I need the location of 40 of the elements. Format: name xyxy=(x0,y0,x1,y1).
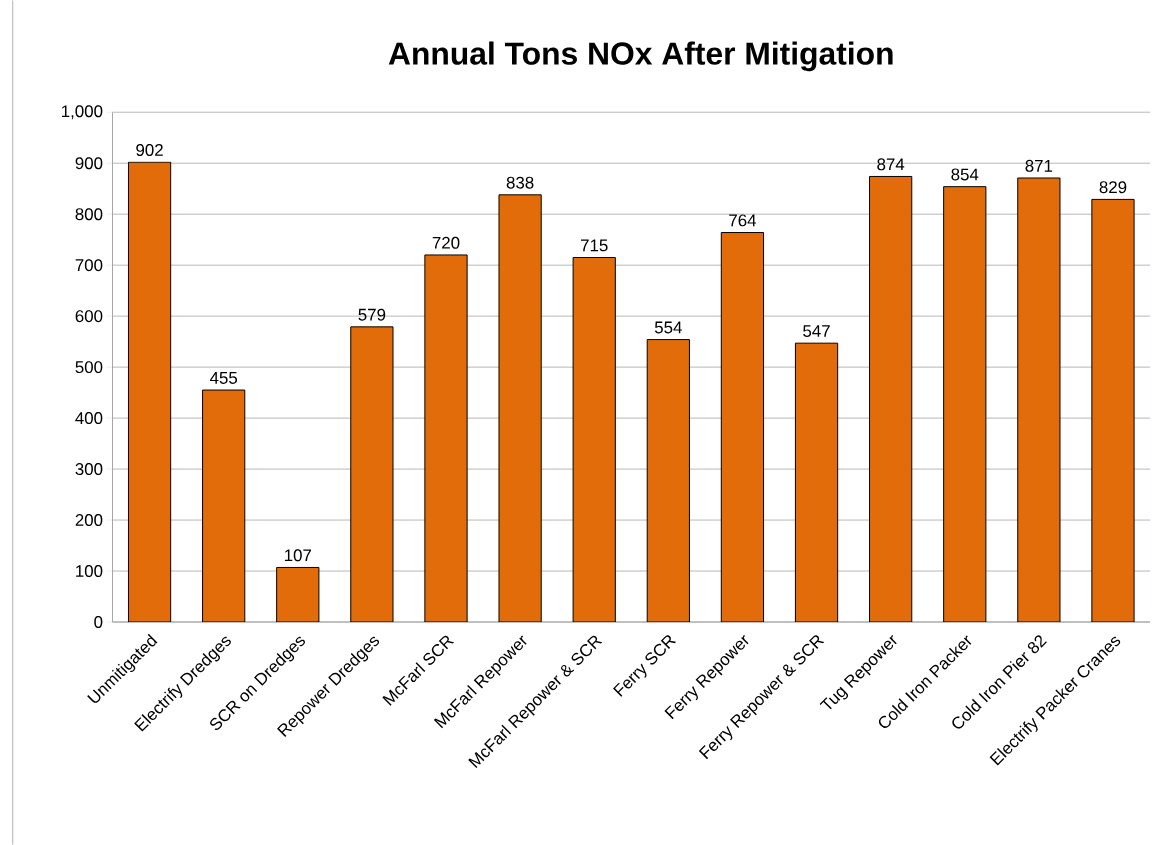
data-label: 720 xyxy=(432,236,460,249)
bar xyxy=(795,343,838,623)
bar xyxy=(721,232,764,623)
data-label: 829 xyxy=(1099,181,1127,194)
data-label: 554 xyxy=(654,321,682,334)
bar xyxy=(202,390,245,623)
bar xyxy=(276,567,319,623)
bar xyxy=(573,257,616,623)
bar xyxy=(1017,177,1060,623)
data-label: 854 xyxy=(951,168,979,181)
y-tick-label: 100 xyxy=(76,565,103,578)
y-tick-label: 900 xyxy=(75,157,103,170)
bar xyxy=(350,326,394,623)
y-tick-label: 600 xyxy=(75,310,103,323)
bar xyxy=(424,254,468,623)
data-label: 764 xyxy=(729,214,757,227)
bar xyxy=(498,194,542,623)
bar xyxy=(647,339,690,623)
y-tick-label: 700 xyxy=(75,259,103,272)
y-tick-label: 500 xyxy=(75,361,103,374)
bar xyxy=(1091,198,1135,623)
data-label: 902 xyxy=(136,144,163,157)
bar xyxy=(128,162,171,623)
data-label: 107 xyxy=(284,549,312,562)
y-tick-label: 300 xyxy=(75,463,103,476)
y-tick-label: 1,000 xyxy=(62,105,103,120)
y-tick-label: 800 xyxy=(75,208,103,221)
y-tick-label: 0 xyxy=(94,616,103,628)
data-label: 455 xyxy=(209,372,238,384)
data-label: 579 xyxy=(358,308,386,321)
bar xyxy=(869,176,912,623)
chart-title: Annual Tons NOx After Mitigation xyxy=(388,41,893,72)
data-label: 874 xyxy=(877,158,905,171)
data-label: 547 xyxy=(803,325,830,337)
y-tick-label: 200 xyxy=(75,514,103,527)
data-label: 871 xyxy=(1025,159,1053,172)
y-tick-label: 400 xyxy=(75,412,103,425)
data-label: 715 xyxy=(580,239,608,252)
data-label: 838 xyxy=(506,176,534,189)
bar xyxy=(943,186,986,623)
